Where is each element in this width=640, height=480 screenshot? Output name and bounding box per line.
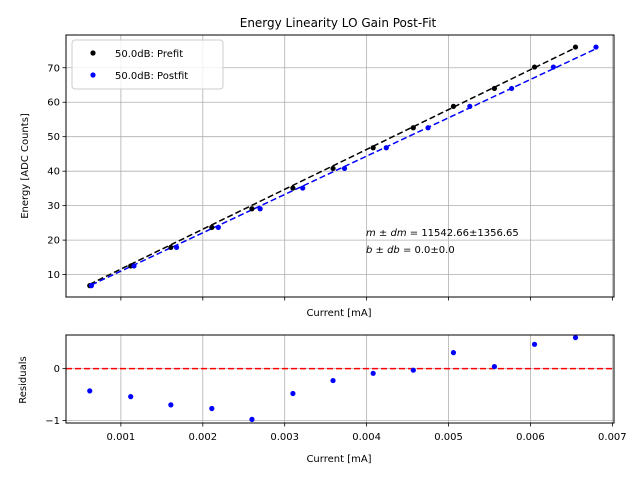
residual-y-tick-label: −1 — [45, 416, 60, 427]
legend-label-postfit: 50.0dB: Postfit — [115, 71, 188, 82]
main-y-tick-label: 70 — [47, 63, 60, 74]
main-y-tick-label: 50 — [47, 132, 60, 143]
residual-point-s0-0 — [87, 388, 93, 394]
residual-point-s0-7 — [370, 370, 376, 376]
main-y-tick-label: 30 — [47, 201, 60, 212]
residual-y-tick-label: 0 — [54, 364, 60, 375]
main-point-s1-3 — [215, 224, 221, 230]
residual-point-s0-2 — [168, 402, 174, 408]
main-point-s1-8 — [425, 125, 431, 131]
main-point-s0-12 — [572, 44, 579, 50]
main-plot: 10 20 30 40 50 60 70 Energy Linearity LO Gain … — [20, 16, 615, 319]
main-grid — [66, 35, 614, 297]
main-point-s1-6 — [341, 165, 348, 172]
legend-box — [71, 39, 224, 90]
residual-x-ticks: 0.001 0.002 0.003 0.004 0.005 0.006 0.007 — [107, 423, 627, 443]
main-y-tick-label: 60 — [47, 98, 60, 109]
fit-slope-value: = 11542.66±1356.65 — [407, 228, 519, 239]
main-point-s0-9 — [450, 103, 457, 109]
main-x-axis-label: Current [mA] — [306, 308, 371, 319]
main-point-s0-10 — [491, 85, 498, 92]
main-point-s1-7 — [383, 145, 389, 151]
fit-annotation: m ± dm = 11542.66±1356.65 b ± db = 0.0±0… — [366, 228, 519, 256]
fit-intercept-symbol: b ± db — [366, 245, 400, 256]
fit-slope-text: m ± dm = 11542.66±1356.65 — [366, 228, 519, 239]
residual-point-s0-12 — [572, 334, 579, 341]
residual-point-s0-8 — [410, 367, 416, 373]
main-point-s0-4 — [249, 206, 255, 212]
residual-point-s0-1 — [128, 394, 134, 400]
residual-x-tick-label: 0.002 — [188, 432, 217, 443]
main-y-ticks: 10 20 30 40 50 60 70 — [47, 63, 66, 281]
residual-point-s0-3 — [209, 405, 215, 412]
main-y-tick-label: 40 — [47, 167, 60, 178]
main-y-tick-label: 20 — [47, 236, 60, 247]
main-y-tick-label: 10 — [47, 270, 60, 281]
residual-point-s0-10 — [491, 363, 498, 370]
main-point-s1-5 — [300, 185, 306, 191]
residual-x-tick-label: 0.001 — [107, 432, 136, 443]
main-point-s0-8 — [410, 125, 416, 131]
fit-slope-symbol: m ± dm — [366, 228, 407, 239]
main-point-s0-3 — [209, 224, 215, 230]
residual-x-tick-label: 0.006 — [516, 432, 545, 443]
main-point-s1-0 — [88, 283, 94, 289]
main-x-ticks — [120, 297, 613, 301]
main-point-s1-1 — [131, 263, 137, 269]
residual-y-ticks: −1 0 — [45, 364, 66, 427]
main-y-axis-label: Energy [ADC Counts] — [20, 113, 31, 219]
main-point-s0-5 — [290, 185, 296, 191]
residual-y-axis-label: Residuals — [18, 356, 29, 403]
main-point-s1-9 — [467, 103, 473, 109]
residual-point-s0-9 — [450, 350, 457, 356]
main-data-points — [87, 44, 599, 289]
fit-intercept-text: b ± db = 0.0±0.0 — [366, 245, 455, 256]
main-point-s1-11 — [550, 64, 556, 70]
residual-axes-frame — [65, 334, 615, 424]
residual-point-s0-6 — [330, 377, 336, 384]
main-point-s1-10 — [509, 85, 515, 92]
residual-point-s0-4 — [249, 416, 255, 422]
residual-x-tick-label: 0.004 — [352, 432, 381, 443]
residual-plot: 0.001 0.002 0.003 0.004 0.005 0.006 0.007 −10 … — [18, 334, 627, 465]
main-axes-frame — [65, 34, 615, 298]
legend: 50.0dB: Prefit 50.0dB: Postfit — [71, 39, 224, 90]
residual-x-tick-label: 0.005 — [434, 432, 463, 443]
residual-point-s0-5 — [290, 390, 296, 397]
residual-point-s0-11 — [531, 341, 538, 347]
residual-x-axis-label: Current [mA] — [306, 454, 371, 465]
main-point-s0-11 — [531, 64, 538, 70]
residual-x-tick-label: 0.007 — [598, 432, 627, 443]
main-point-s1-2 — [173, 244, 180, 250]
main-point-s1-4 — [257, 206, 263, 212]
legend-marker-prefit — [90, 50, 96, 56]
main-point-s0-7 — [370, 145, 376, 151]
legend-label-prefit: 50.0dB: Prefit — [115, 49, 183, 60]
residual-x-tick-label: 0.003 — [270, 432, 299, 443]
main-point-s1-12 — [593, 44, 599, 50]
main-point-s0-2 — [168, 244, 174, 250]
main-point-s0-6 — [330, 165, 336, 172]
fit-intercept-value: = 0.0±0.0 — [400, 245, 455, 256]
chart-title: Energy Linearity LO Gain Post-Fit — [240, 16, 437, 30]
residual-data-points — [87, 334, 579, 422]
legend-marker-postfit — [90, 72, 96, 78]
